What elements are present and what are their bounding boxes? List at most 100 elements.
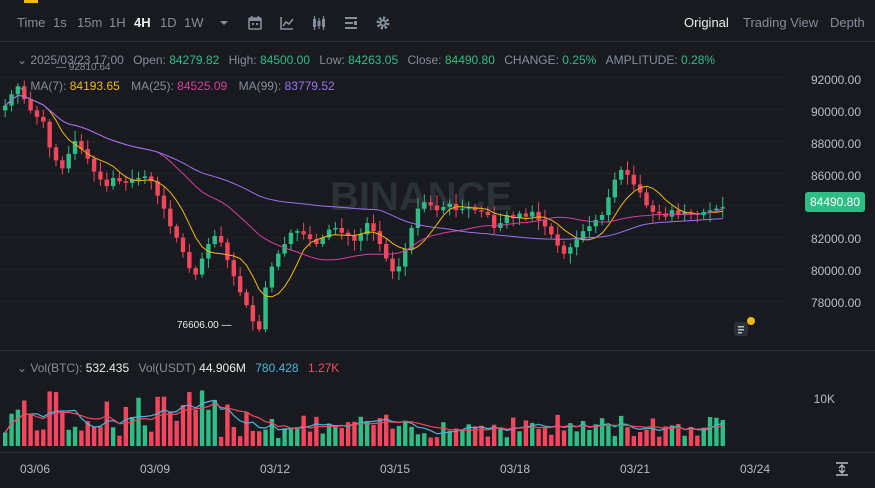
volume-bar (149, 431, 154, 446)
volume-bar (568, 423, 573, 446)
candle (295, 231, 300, 233)
candle (79, 140, 84, 150)
volume-bar (307, 431, 313, 446)
volume-bar (580, 420, 586, 446)
candle (403, 248, 408, 267)
volume-bar (638, 432, 643, 446)
interval-1h[interactable]: 1H (109, 15, 126, 30)
candle (434, 205, 440, 211)
change-label: CHANGE: (504, 53, 559, 67)
candle (136, 178, 141, 180)
candle (15, 86, 21, 95)
candle (587, 226, 592, 232)
candle (257, 321, 262, 330)
interval-1s[interactable]: 1s (53, 15, 67, 30)
volume-bar (15, 409, 21, 446)
volume-bar (257, 431, 262, 446)
ma99-label: MA(99): (238, 79, 282, 93)
volume-bar (466, 424, 471, 446)
high-marker: — 92810.64 (56, 62, 111, 73)
view-depth[interactable]: Depth (830, 15, 865, 30)
candle (612, 179, 617, 198)
price-axis-label: 80000.00 (810, 264, 861, 278)
volume-bar (504, 437, 510, 446)
candle (555, 234, 560, 246)
candle (314, 239, 319, 245)
candle (237, 276, 243, 293)
low-marker: 76606.00 — (177, 320, 232, 331)
volume-bar (28, 414, 33, 446)
candle (523, 213, 529, 217)
volume-bar (174, 420, 179, 446)
volume-bar (542, 428, 548, 446)
candle (479, 210, 484, 212)
view-trading-view[interactable]: Trading View (743, 15, 819, 30)
interval-time[interactable]: Time (17, 15, 46, 30)
ohlc-legend: ⌄ 2025/03/23 17:00 Open: 84279.82 High: … (17, 53, 715, 67)
candle (599, 215, 605, 220)
candle (625, 169, 630, 175)
volume-bar (41, 429, 46, 446)
candle (53, 147, 59, 161)
interval-15m[interactable]: 15m (77, 15, 103, 30)
candle-type-icon[interactable] (309, 13, 329, 33)
time-axis-label: 03/24 (739, 462, 771, 476)
candle (130, 179, 135, 183)
volume-bar (187, 392, 192, 446)
volume-bar (707, 417, 713, 446)
candle (593, 219, 598, 227)
volume-bar (263, 429, 268, 446)
chevron-down-icon[interactable] (214, 13, 234, 33)
candle (72, 140, 78, 154)
interval-1d[interactable]: 1D (160, 15, 177, 30)
axis-scale-icon[interactable] (832, 460, 852, 478)
change-value: 0.25% (562, 53, 597, 67)
candle (212, 235, 217, 245)
volume-bar (60, 411, 65, 446)
interval-4h[interactable]: 4H (134, 15, 151, 30)
layout-icon[interactable] (341, 13, 361, 33)
volume-bar (447, 430, 452, 446)
volume-bar (714, 417, 719, 446)
volume-bar (561, 430, 567, 446)
candle (47, 121, 52, 148)
volume-bar (288, 428, 294, 446)
candle (491, 215, 497, 228)
volume-toggle-icon[interactable]: ⌄ (17, 361, 31, 375)
volume-bar (593, 424, 598, 446)
candle (422, 202, 427, 209)
volume-bar (390, 428, 395, 446)
notes-icon[interactable] (731, 316, 759, 340)
time-axis-label: 03/12 (259, 462, 291, 476)
volume-bar (364, 421, 370, 446)
volume-bar (79, 430, 84, 446)
volume-bar (358, 416, 363, 446)
candle (460, 208, 465, 211)
view-original[interactable]: Original (684, 15, 729, 30)
volume-bar (384, 414, 389, 446)
candle (218, 235, 224, 243)
volume-bar (136, 397, 141, 446)
candle (263, 287, 268, 330)
candle (231, 260, 236, 277)
volume-bar (301, 415, 306, 446)
volume-bar (3, 432, 8, 446)
price-axis-label: 86000.00 (810, 169, 861, 183)
candle (225, 242, 230, 261)
ma-toggle-icon[interactable]: ⌄ (17, 79, 31, 93)
volume-bar (161, 396, 167, 446)
settings-icon[interactable] (373, 13, 393, 33)
calendar-icon[interactable] (245, 13, 265, 33)
indicator-icon[interactable] (277, 13, 297, 33)
candle (339, 227, 344, 233)
candle (326, 229, 332, 238)
volume-bar (123, 406, 129, 446)
volume-bar (669, 425, 675, 446)
open-value: 84279.82 (169, 53, 220, 67)
interval-1w[interactable]: 1W (184, 15, 204, 30)
volume-bar (631, 435, 637, 446)
high-marker-value: 92810.64 (68, 62, 111, 73)
legend-toggle-icon[interactable]: ⌄ (17, 53, 31, 67)
candle (618, 169, 624, 180)
